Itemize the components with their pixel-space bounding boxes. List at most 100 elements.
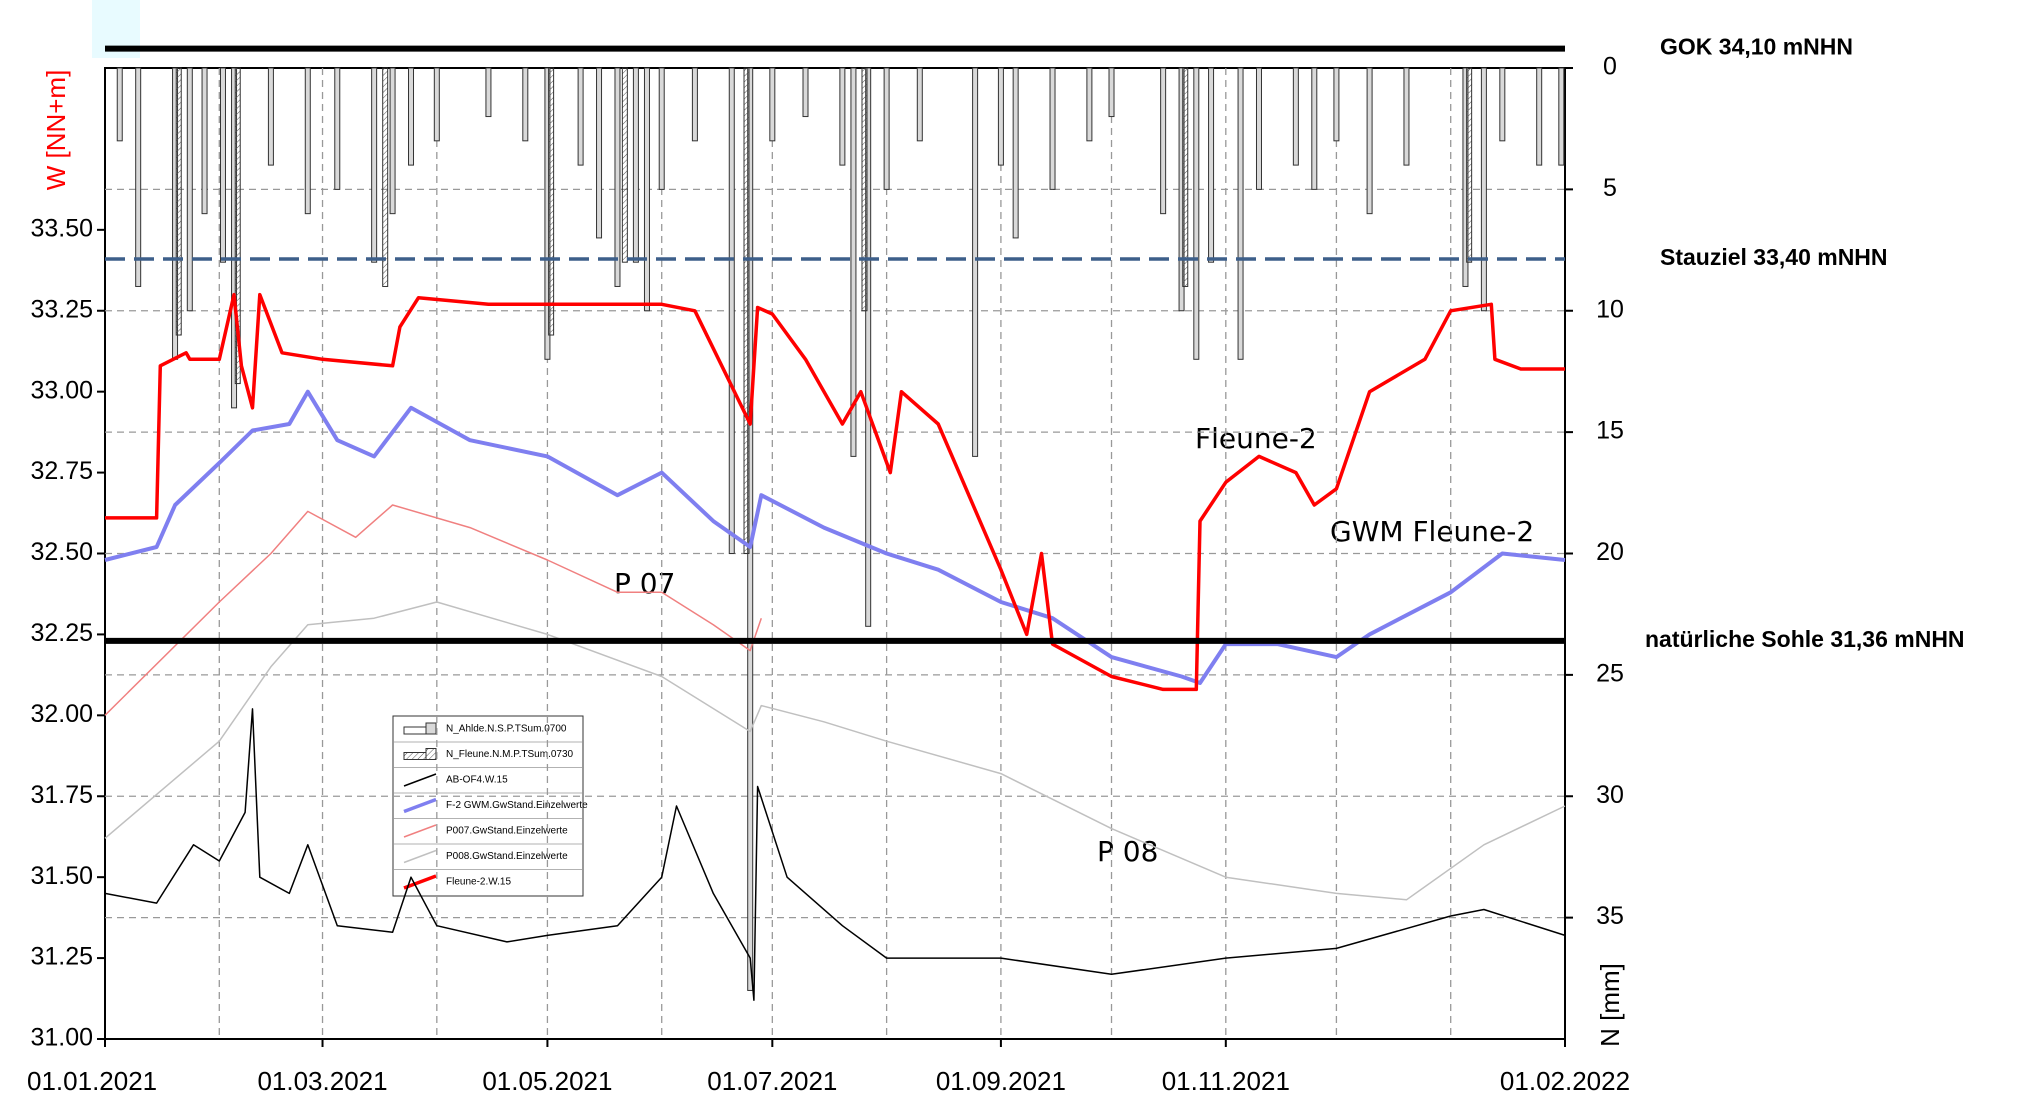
bar [997,67,1004,166]
y-tick-label: 31.25 [30,943,93,971]
legend-swatch [425,722,437,735]
y2-axis-label: N [mm] [1595,963,1625,1047]
line-series [105,292,1565,692]
bar [522,67,529,142]
bar [1182,67,1189,287]
bar [219,67,226,263]
bar [769,67,776,142]
bar [1558,67,1565,166]
legend-label: P008.GwStand.Einzelwerte [446,851,568,862]
bar [1333,67,1340,142]
bar [614,67,621,287]
bar [1012,67,1019,239]
x-tick-label: 01.07.2021 [707,1066,837,1095]
x-tick-label: 01.09.2021 [936,1066,1066,1095]
bar [972,67,979,457]
line-series [104,601,1566,901]
bar [1366,67,1373,215]
bar [234,67,241,385]
y-tick-label: 31.75 [30,781,93,809]
bar [861,67,868,312]
x-tick-label: 01.02.2022 [1500,1066,1630,1095]
legend-swatch [403,773,437,787]
y2-tick-label: 35 [1596,902,1624,930]
y2-tick-label: 15 [1596,417,1624,445]
bar [1086,67,1093,142]
x-tick-label: 01.03.2021 [257,1066,387,1095]
legend-swatch [403,797,437,814]
y2-tick-label: 30 [1596,781,1624,809]
bar [1311,67,1318,190]
y-tick-label: 31.00 [30,1024,93,1052]
bar [1193,67,1200,360]
y-tick-label: 33.25 [30,295,93,323]
bar [1108,67,1115,118]
legend-swatch [403,752,427,760]
bar [839,67,846,166]
bar [691,67,698,142]
bar [186,67,193,312]
y-tick-label: 33.00 [30,376,93,404]
legend-swatch [425,748,437,760]
y-tick-label: 32.50 [30,538,93,566]
legend-label: P007.GwStand.Einzelwerte [446,826,568,837]
grid [105,68,1565,1039]
reference-label: GOK 34,10 mNHN [1660,34,1853,60]
bar [1208,67,1215,263]
bar [1480,67,1487,312]
bar [116,67,123,142]
bar [1536,67,1543,166]
bar [334,67,341,190]
bar [267,67,274,166]
bar [408,67,415,166]
bar [1160,67,1167,215]
bar [485,67,492,118]
bar [728,67,735,554]
x-tick-label: 01.05.2021 [482,1066,612,1095]
y2-tick-label: 5 [1603,174,1617,202]
bar [850,67,857,457]
y2-tick-label: 0 [1603,53,1617,81]
bar [802,67,809,118]
bar [1499,67,1506,142]
bar [596,67,603,239]
bar [175,67,182,336]
line-series [104,389,1566,685]
legend-label: F-2 GWM.GwStand.Einzelwerte [446,800,588,811]
legend-swatch [403,849,437,864]
annotation: GWM Fleune-2 [1330,515,1534,548]
bar [1403,67,1410,166]
y-tick-label: 31.50 [30,862,93,890]
reference-label: natürliche Sohle 31,36 mNHN [1645,626,1965,652]
y-tick-label: 32.25 [30,619,93,647]
bar [1255,67,1262,190]
line-series [104,504,763,716]
bar [371,67,378,263]
annotation: P 08 [1097,835,1158,868]
bar [577,67,584,166]
legend-swatch [403,874,437,890]
bar [643,67,650,312]
bar [389,67,396,215]
bar [1049,67,1056,190]
bar [743,67,750,554]
bar [548,67,555,336]
bar [1237,67,1244,360]
bar [621,67,628,263]
y-tick-label: 32.00 [30,700,93,728]
y2-tick-label: 25 [1596,659,1624,687]
y2-tick-label: 20 [1596,538,1624,566]
x-tick-label: 01.11.2021 [1162,1066,1290,1095]
bar [382,67,389,287]
bar [201,67,208,215]
y-axis-label: W [NN+m] [41,70,71,191]
bar [1292,67,1299,166]
line-series [104,708,1566,1001]
legend: N_Ahlde.N.S.P.TSum.0700 N_Fleune.N.M.P.TS… [392,715,588,897]
y-tick-label: 32.75 [30,457,93,485]
bar [865,67,872,627]
y2-tick-label: 10 [1596,295,1624,323]
bar [433,67,440,142]
bar [883,67,890,190]
